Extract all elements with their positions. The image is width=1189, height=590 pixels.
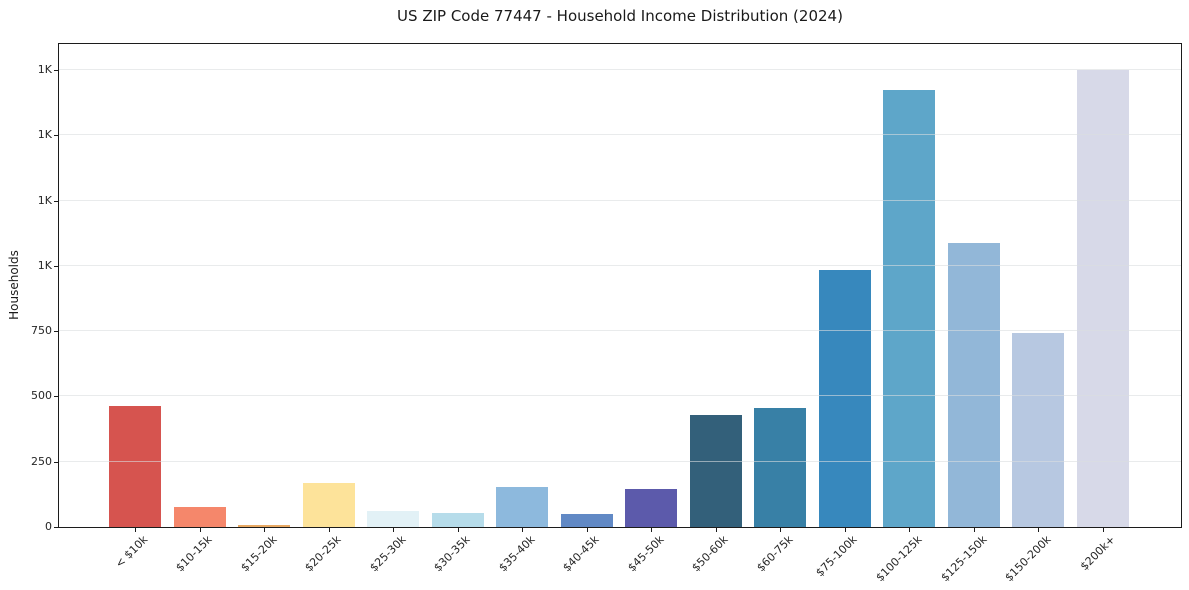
x-tick-label: $125-150k [937, 533, 990, 585]
x-tick-mark [780, 528, 782, 532]
bar [625, 489, 678, 527]
x-tick-label: $50-60k [689, 533, 731, 575]
y-tick-mark [54, 265, 59, 267]
x-tick-label: $35-40k [496, 533, 538, 575]
x-tick-mark [328, 528, 330, 532]
bar [560, 514, 613, 527]
y-tick-label: 0 [45, 520, 52, 533]
bar [947, 242, 1000, 527]
x-tick-mark [844, 528, 846, 532]
y-tick-mark [54, 331, 59, 333]
x-tick-label: $40-45k [560, 533, 602, 575]
y-tick-mark [54, 396, 59, 398]
x-tick-label: $10-15k [173, 533, 215, 575]
y-tick-mark [54, 461, 59, 463]
y-tick-mark [54, 200, 59, 202]
x-tick-mark [135, 528, 136, 532]
x-tick-mark [715, 528, 717, 532]
x-tick-mark [264, 528, 266, 532]
x-tick-label: $45-50k [625, 533, 667, 575]
bar [754, 408, 807, 527]
x-tick-label: < $10k [112, 533, 151, 571]
y-tick-label: 1K [37, 258, 52, 272]
bar [431, 513, 484, 527]
x-tick-label: $60-75k [754, 533, 796, 575]
bar [367, 510, 420, 527]
y-tick-label: 750 [31, 324, 52, 338]
x-tick-mark [393, 528, 395, 532]
gridline [59, 330, 1181, 332]
x-tick-label: $25-30k [367, 533, 409, 575]
plot-area [58, 43, 1182, 528]
x-tick-label: $200k+ [1078, 533, 1119, 574]
x-tick-mark [1038, 528, 1040, 532]
x-tick-label: $75-100k [813, 533, 861, 580]
x-tick-mark [909, 528, 911, 532]
x-tick-mark [199, 528, 201, 532]
y-tick-label: 500 [31, 389, 52, 403]
y-tick-label: 250 [31, 454, 52, 468]
gridline [59, 199, 1181, 201]
bar [883, 89, 936, 527]
y-tick-mark [54, 70, 59, 72]
gridline [59, 460, 1181, 462]
bar [109, 405, 161, 527]
x-tick-label: $30-35k [431, 533, 473, 575]
bar [818, 270, 871, 527]
gridline [59, 395, 1181, 397]
bar [1076, 70, 1129, 527]
bar [1012, 332, 1065, 527]
y-tick-label: 1K [37, 193, 52, 207]
x-tick-label: $20-25k [302, 533, 344, 575]
y-tick-mark [54, 527, 59, 528]
bar [173, 507, 226, 527]
bar [689, 415, 742, 527]
x-tick-label: $15-20k [237, 533, 280, 575]
x-tick-label: $100-125k [873, 533, 925, 585]
x-tick-mark [457, 528, 459, 532]
gridline [59, 69, 1181, 71]
x-tick-mark [1102, 528, 1104, 532]
bar [302, 483, 355, 527]
x-tick-mark [522, 528, 524, 532]
x-tick-mark [973, 528, 975, 532]
y-tick-mark [54, 135, 59, 137]
x-tick-mark [651, 528, 653, 532]
bar [238, 524, 291, 527]
x-tick-mark [586, 528, 588, 532]
x-tick-label: $150-200k [1002, 533, 1054, 585]
y-tick-label: 1K [37, 128, 52, 142]
bar [496, 486, 549, 527]
gridline [59, 134, 1181, 136]
chart-title: US ZIP Code 77447 - Household Income Dis… [397, 7, 843, 25]
y-tick-label: 1K [37, 63, 52, 77]
gridline [59, 264, 1181, 266]
